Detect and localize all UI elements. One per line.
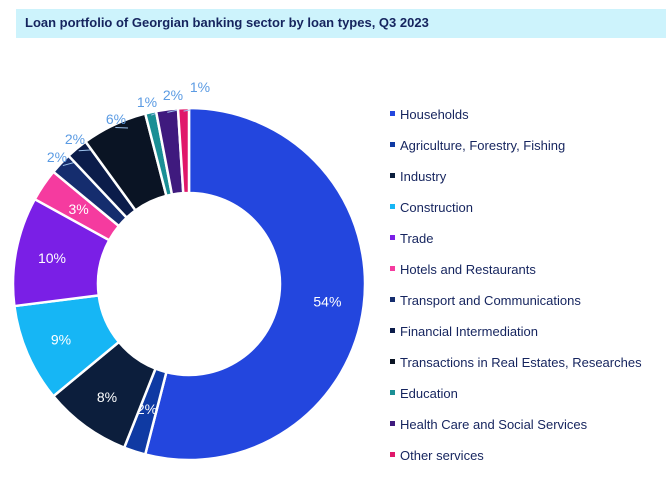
leader-line bbox=[183, 109, 191, 112]
legend-label: Transport and Communications bbox=[400, 293, 581, 308]
legend-item: Health Care and Social Services bbox=[388, 414, 666, 445]
legend-label: Health Care and Social Services bbox=[400, 417, 588, 432]
legend-label: Households bbox=[400, 107, 469, 122]
leader-line bbox=[78, 149, 91, 152]
legend-item: Construction bbox=[388, 197, 666, 228]
legend-swatch bbox=[390, 328, 395, 333]
data-label: 3% bbox=[68, 201, 88, 217]
data-label: 2% bbox=[163, 87, 183, 103]
legend-swatch bbox=[390, 204, 395, 209]
legend-item: Transactions in Real Estates, Researches bbox=[388, 352, 666, 383]
legend-label: Other services bbox=[400, 448, 484, 463]
legend-label: Transactions in Real Estates, Researches bbox=[400, 355, 642, 370]
data-label: 8% bbox=[97, 389, 117, 405]
legend-item: Other services bbox=[388, 445, 666, 476]
data-label: 6% bbox=[106, 111, 126, 127]
legend-swatch bbox=[390, 452, 395, 457]
legend-swatch bbox=[390, 421, 395, 426]
data-label: 2% bbox=[65, 131, 85, 147]
slice-other-services bbox=[176, 106, 191, 195]
legend-swatch bbox=[390, 235, 395, 240]
legend-label: Construction bbox=[400, 200, 473, 215]
legend-item: Hotels and Restaurants bbox=[388, 259, 666, 290]
slice-households bbox=[143, 106, 367, 462]
chart-title: Loan portfolio of Georgian banking secto… bbox=[25, 15, 429, 30]
legend-label: Industry bbox=[400, 169, 447, 184]
legend-label: Trade bbox=[400, 231, 434, 246]
legend-item: Education bbox=[388, 383, 666, 414]
legend-label: Education bbox=[400, 386, 458, 401]
data-label: 1% bbox=[190, 79, 210, 95]
chart-legend: Households Agriculture, Forestry, Fishing… bbox=[388, 104, 666, 476]
legend-label: Financial Intermediation bbox=[400, 324, 539, 339]
legend-swatch bbox=[390, 297, 395, 302]
data-label: 2% bbox=[47, 149, 67, 165]
leader-line bbox=[115, 126, 129, 129]
legend-item: Trade bbox=[388, 228, 666, 259]
legend-item: Industry bbox=[388, 166, 666, 197]
legend-swatch bbox=[390, 173, 395, 178]
legend-swatch bbox=[390, 142, 395, 147]
legend-item: Transport and Communications bbox=[388, 290, 666, 321]
title-bar: Loan portfolio of Georgian banking secto… bbox=[16, 9, 666, 38]
legend-swatch bbox=[390, 111, 395, 116]
data-label: 54% bbox=[313, 293, 341, 309]
legend-swatch bbox=[390, 266, 395, 271]
legend-label: Hotels and Restaurants bbox=[400, 262, 536, 277]
legend-item: Financial Intermediation bbox=[388, 321, 666, 352]
legend-label: Agriculture, Forestry, Fishing bbox=[400, 138, 566, 153]
data-label: 1% bbox=[137, 94, 157, 110]
data-label: 10% bbox=[38, 250, 66, 266]
leader-line bbox=[167, 109, 179, 113]
legend-swatch bbox=[390, 359, 395, 364]
legend-swatch bbox=[390, 390, 395, 395]
legend-item: Households bbox=[388, 104, 666, 135]
data-label: 9% bbox=[51, 331, 71, 347]
legend-item: Agriculture, Forestry, Fishing bbox=[388, 135, 666, 166]
